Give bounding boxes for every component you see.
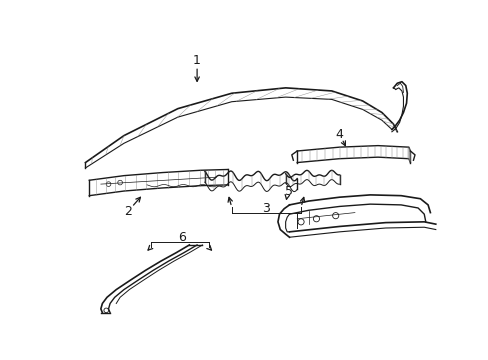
Text: 1: 1 xyxy=(193,54,201,67)
Text: 6: 6 xyxy=(178,231,185,244)
Text: 3: 3 xyxy=(262,202,270,215)
Text: 5: 5 xyxy=(285,185,293,198)
Text: 2: 2 xyxy=(123,204,131,217)
Text: 4: 4 xyxy=(335,127,343,140)
